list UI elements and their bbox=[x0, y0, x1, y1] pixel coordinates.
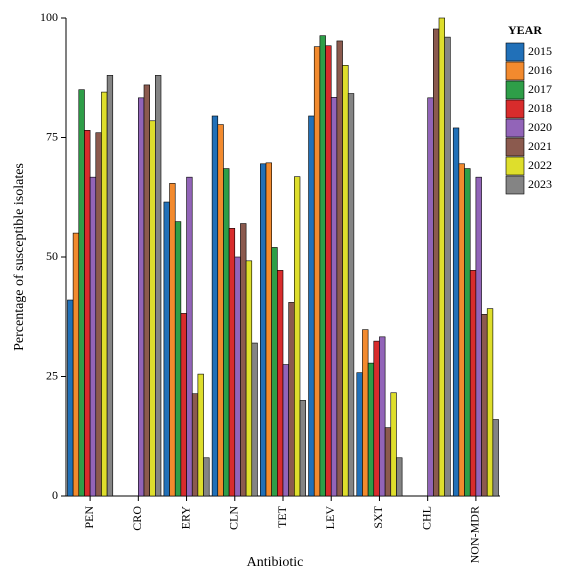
bar bbox=[240, 223, 247, 497]
x-tick-label: LEV bbox=[323, 506, 337, 530]
bar bbox=[101, 91, 108, 497]
bar bbox=[342, 65, 349, 497]
y-tick-label: 0 bbox=[52, 488, 58, 502]
x-tick-label: CLN bbox=[227, 506, 241, 530]
bar bbox=[299, 400, 306, 497]
legend-label: 2016 bbox=[528, 63, 552, 77]
legend-swatch bbox=[505, 61, 525, 81]
x-tick-label: SXT bbox=[371, 505, 385, 528]
legend-swatch bbox=[505, 156, 525, 176]
bar bbox=[228, 228, 236, 497]
bar bbox=[174, 221, 182, 497]
legend-swatch bbox=[505, 175, 525, 195]
bar bbox=[438, 17, 445, 497]
bar bbox=[245, 260, 253, 497]
y-tick-label: 75 bbox=[46, 129, 58, 143]
bar bbox=[464, 168, 471, 497]
bar bbox=[379, 336, 386, 497]
legend-swatch bbox=[505, 80, 525, 100]
bar bbox=[180, 313, 187, 497]
bar bbox=[72, 232, 80, 497]
legend-swatch bbox=[505, 118, 525, 138]
y-axis-label: Percentage of susceptible isolates bbox=[12, 163, 27, 351]
bar bbox=[475, 176, 482, 497]
bar bbox=[469, 270, 477, 497]
bar bbox=[492, 419, 499, 497]
y-tick-label: 50 bbox=[46, 249, 58, 263]
bar bbox=[143, 84, 150, 497]
bar bbox=[211, 115, 219, 497]
bar bbox=[444, 36, 451, 497]
bar bbox=[308, 115, 315, 497]
x-tick-label: CRO bbox=[130, 506, 144, 531]
bar bbox=[384, 427, 392, 497]
legend-label: 2018 bbox=[528, 101, 552, 115]
x-tick-label: PEN bbox=[82, 506, 96, 529]
bar bbox=[452, 127, 460, 497]
bar bbox=[67, 299, 74, 497]
legend-label: 2022 bbox=[528, 158, 552, 172]
bar bbox=[481, 314, 488, 497]
legend-swatch bbox=[505, 137, 525, 157]
bar bbox=[234, 256, 241, 497]
bar bbox=[390, 392, 397, 497]
bar bbox=[84, 130, 91, 497]
legend-label: 2021 bbox=[528, 139, 552, 153]
bar bbox=[186, 176, 193, 497]
bar bbox=[191, 393, 199, 497]
bar bbox=[223, 168, 230, 497]
legend-swatch bbox=[505, 99, 525, 119]
bar bbox=[294, 176, 301, 497]
bar bbox=[197, 373, 204, 497]
bar bbox=[396, 457, 403, 497]
bar bbox=[347, 93, 355, 497]
bar bbox=[356, 372, 363, 497]
bar bbox=[319, 35, 326, 497]
bar bbox=[78, 89, 85, 497]
bar bbox=[271, 247, 278, 497]
y-tick-label: 25 bbox=[46, 368, 58, 382]
bar bbox=[265, 162, 272, 497]
x-tick-label: TET bbox=[275, 505, 289, 528]
bar bbox=[203, 457, 210, 497]
legend-title: YEAR bbox=[508, 23, 542, 37]
bar bbox=[313, 46, 321, 497]
bar bbox=[458, 163, 465, 497]
x-axis-label: Antibiotic bbox=[247, 555, 304, 570]
x-tick-label: ERY bbox=[178, 506, 192, 530]
bar bbox=[362, 329, 369, 497]
bar bbox=[149, 120, 156, 497]
bar bbox=[163, 201, 170, 497]
bar bbox=[169, 183, 176, 497]
bar bbox=[89, 176, 97, 497]
bar bbox=[277, 270, 284, 497]
bar bbox=[138, 97, 145, 497]
bar bbox=[330, 97, 338, 497]
bar bbox=[325, 45, 332, 497]
legend-swatch bbox=[505, 42, 525, 62]
legend-label: 2017 bbox=[528, 82, 552, 96]
legend-label: 2015 bbox=[528, 44, 552, 58]
bar bbox=[373, 340, 380, 497]
bar bbox=[260, 163, 267, 497]
legend-label: 2020 bbox=[528, 120, 552, 134]
x-tick-label: NON-MDR bbox=[468, 506, 482, 563]
bar bbox=[486, 308, 494, 497]
y-tick-label: 100 bbox=[40, 10, 58, 24]
bar bbox=[367, 362, 375, 497]
legend-label: 2023 bbox=[528, 177, 552, 191]
bar bbox=[251, 342, 258, 497]
bar bbox=[95, 132, 102, 497]
bar bbox=[427, 97, 434, 497]
bar bbox=[217, 124, 224, 497]
bar bbox=[155, 75, 162, 497]
bar bbox=[288, 302, 295, 497]
bar bbox=[106, 75, 114, 497]
bar bbox=[336, 40, 343, 497]
x-tick-label: CHL bbox=[419, 506, 433, 530]
bar bbox=[433, 28, 440, 497]
bar bbox=[282, 364, 289, 497]
